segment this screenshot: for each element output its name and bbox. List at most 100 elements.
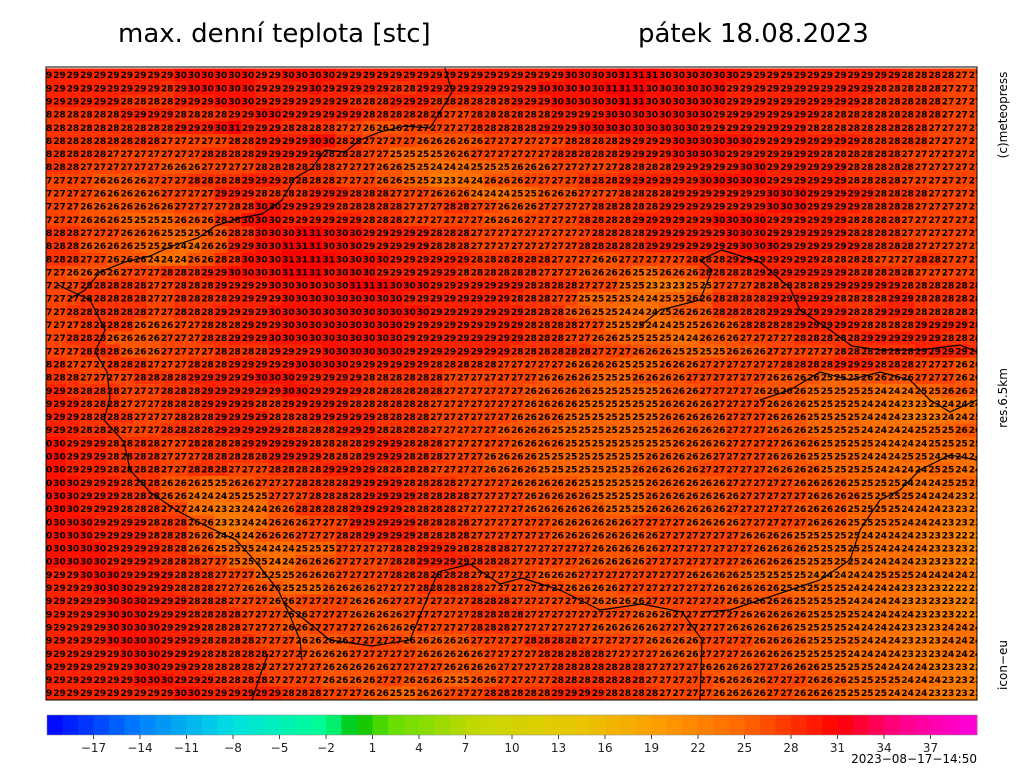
cell-value: 29 bbox=[67, 97, 80, 107]
cell-value: 26 bbox=[94, 190, 107, 200]
cell-value: 28 bbox=[524, 334, 537, 344]
cell-value: 28 bbox=[592, 137, 605, 147]
cell-value: 28 bbox=[524, 321, 537, 331]
cell-value: 28 bbox=[834, 347, 847, 357]
cell bbox=[66, 94, 81, 109]
cell bbox=[672, 68, 687, 83]
cell bbox=[685, 68, 700, 83]
cell-value: 30 bbox=[363, 321, 376, 331]
cell-value: 28 bbox=[80, 111, 93, 121]
cell-value: 30 bbox=[282, 229, 295, 239]
cell-value: 28 bbox=[121, 295, 134, 305]
cell-value: 28 bbox=[94, 308, 107, 318]
cell bbox=[120, 81, 135, 96]
cell-value: 29 bbox=[309, 216, 322, 226]
cell-value: 25 bbox=[632, 360, 645, 370]
cell-value: 29 bbox=[269, 321, 282, 331]
cell bbox=[389, 81, 404, 96]
cell-value: 27 bbox=[969, 137, 982, 147]
cell bbox=[604, 94, 619, 109]
cell-value: 27 bbox=[174, 203, 187, 213]
cell bbox=[241, 107, 256, 122]
cell-value: 30 bbox=[269, 111, 282, 121]
cell-value: 30 bbox=[753, 229, 766, 239]
cell-value: 28 bbox=[955, 334, 968, 344]
cell-value: 28 bbox=[67, 308, 80, 318]
cell-value: 27 bbox=[134, 150, 147, 160]
cell-value: 27 bbox=[942, 216, 955, 226]
cell-value: 28 bbox=[282, 124, 295, 134]
cell-value: 28 bbox=[955, 295, 968, 305]
cell-value: 30 bbox=[269, 282, 282, 292]
cell-value: 29 bbox=[511, 84, 524, 94]
cell-value: 28 bbox=[888, 150, 901, 160]
cell-value: 27 bbox=[188, 150, 201, 160]
cell-value: 27 bbox=[538, 242, 551, 252]
cell bbox=[241, 81, 256, 96]
cell-value: 29 bbox=[592, 111, 605, 121]
cell bbox=[254, 68, 269, 83]
cell-value: 29 bbox=[794, 97, 807, 107]
cell-value: 27 bbox=[403, 137, 416, 147]
cell-value: 27 bbox=[565, 334, 578, 344]
cell-value: 28 bbox=[969, 295, 982, 305]
cell-value: 24 bbox=[457, 176, 470, 186]
cell-value: 29 bbox=[336, 71, 349, 81]
cell bbox=[954, 94, 969, 109]
cell-value: 27 bbox=[942, 242, 955, 252]
cell-value: 26 bbox=[538, 190, 551, 200]
cell-value: 27 bbox=[578, 255, 591, 265]
cell-value: 27 bbox=[955, 203, 968, 213]
cell-value: 27 bbox=[498, 229, 511, 239]
cell-value: 29 bbox=[215, 308, 228, 318]
cell bbox=[914, 81, 929, 96]
cell-value: 28 bbox=[322, 163, 335, 173]
cell bbox=[900, 68, 916, 83]
cell-value: 28 bbox=[874, 163, 887, 173]
cell-value: 30 bbox=[686, 84, 699, 94]
cell bbox=[766, 81, 781, 96]
cell-value: 27 bbox=[471, 229, 484, 239]
cell-value: 27 bbox=[121, 163, 134, 173]
cell-value: 27 bbox=[53, 308, 66, 318]
cell-value: 27 bbox=[969, 190, 982, 200]
cell-value: 29 bbox=[673, 163, 686, 173]
cell-value: 28 bbox=[201, 334, 214, 344]
cell-value: 27 bbox=[915, 176, 928, 186]
cell-value: 28 bbox=[821, 150, 834, 160]
cell-value: 29 bbox=[363, 71, 376, 81]
cell-value: 25 bbox=[524, 190, 537, 200]
cell-value: 29 bbox=[403, 347, 416, 357]
cell-value: 27 bbox=[524, 150, 537, 160]
cell bbox=[591, 81, 606, 96]
cell-value: 27 bbox=[147, 268, 160, 278]
cell-value: 28 bbox=[121, 360, 134, 370]
cell-value: 30 bbox=[322, 137, 335, 147]
cell-value: 28 bbox=[201, 360, 214, 370]
cell-value: 28 bbox=[807, 282, 820, 292]
cell-value: 30 bbox=[336, 295, 349, 305]
cell-value: 29 bbox=[242, 374, 255, 384]
cell-value: 29 bbox=[511, 97, 524, 107]
cell-value: 29 bbox=[565, 124, 578, 134]
cell-value: 27 bbox=[336, 124, 349, 134]
cell-value: 30 bbox=[336, 308, 349, 318]
cell-value: 29 bbox=[403, 268, 416, 278]
cell bbox=[200, 81, 215, 96]
cell-value: 29 bbox=[753, 111, 766, 121]
cell-value: 30 bbox=[740, 163, 753, 173]
cell-value: 28 bbox=[942, 334, 955, 344]
cell-value: 28 bbox=[484, 97, 497, 107]
cell-value: 29 bbox=[296, 374, 309, 384]
cell-value: 29 bbox=[376, 84, 389, 94]
cell-value: 28 bbox=[942, 71, 955, 81]
cell-value: 28 bbox=[713, 255, 726, 265]
cell-value: 27 bbox=[740, 282, 753, 292]
cell-value: 30 bbox=[619, 124, 632, 134]
cell-value: 26 bbox=[134, 190, 147, 200]
cell-value: 27 bbox=[403, 216, 416, 226]
cell-value: 30 bbox=[336, 255, 349, 265]
cell-value: 28 bbox=[121, 321, 134, 331]
cell-value: 25 bbox=[147, 216, 160, 226]
cell-value: 29 bbox=[255, 360, 268, 370]
